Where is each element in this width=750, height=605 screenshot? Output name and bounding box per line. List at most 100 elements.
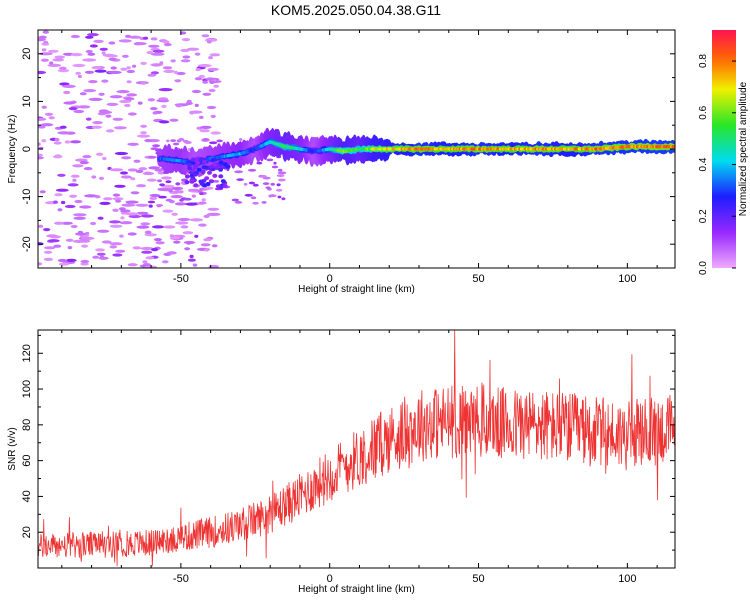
heatmap-cell bbox=[128, 214, 142, 219]
heatmap-cell bbox=[137, 134, 151, 138]
heatmap-cell bbox=[126, 80, 132, 84]
heatmap-cell bbox=[144, 233, 157, 237]
x-axis-label: Height of straight line (km) bbox=[298, 284, 415, 295]
heatmap-cell bbox=[248, 181, 255, 185]
heatmap-cell bbox=[127, 168, 138, 172]
heatmap-cell bbox=[38, 125, 46, 129]
heatmap-cell bbox=[112, 253, 123, 257]
heatmap-cell bbox=[55, 188, 69, 192]
heatmap-cell bbox=[169, 118, 179, 122]
heatmap-cell bbox=[70, 53, 83, 57]
heatmap-cell bbox=[218, 174, 224, 179]
heatmap-cell bbox=[72, 63, 86, 68]
colorbar-tick-label: 0.8 bbox=[698, 54, 709, 68]
heatmap-cell bbox=[118, 207, 126, 211]
heatmap-cell bbox=[58, 262, 70, 266]
heatmap-cell bbox=[170, 59, 176, 63]
heatmap-cell bbox=[85, 35, 94, 39]
heatmap-cell bbox=[210, 157, 216, 162]
heatmap-cell bbox=[271, 165, 279, 169]
heatmap-cell bbox=[144, 139, 153, 143]
heatmap-cell bbox=[225, 164, 231, 169]
heatmap-cell bbox=[53, 200, 58, 204]
heatmap-cell bbox=[182, 231, 194, 235]
heatmap-cell bbox=[216, 139, 223, 143]
heatmap-cell bbox=[99, 201, 111, 205]
heatmap-cell bbox=[82, 155, 92, 159]
heatmap-cell bbox=[57, 208, 63, 212]
heatmap-cell bbox=[90, 221, 97, 226]
heatmap-cell bbox=[120, 216, 125, 220]
heatmap-cell bbox=[38, 153, 44, 157]
heatmap-cell bbox=[208, 56, 214, 60]
heatmap-cell bbox=[135, 203, 149, 207]
heatmap-cell bbox=[70, 174, 80, 178]
heatmap-cell bbox=[183, 197, 192, 201]
y-tick-label: 60 bbox=[21, 455, 33, 467]
y-tick-label: 20 bbox=[21, 526, 33, 538]
heatmap-cell bbox=[122, 54, 129, 58]
heatmap-cell bbox=[185, 101, 193, 105]
heatmap-cell bbox=[96, 252, 106, 256]
heatmap-cell bbox=[101, 51, 106, 55]
heatmap-cell bbox=[130, 177, 136, 181]
heatmap-cell bbox=[99, 47, 108, 51]
heatmap-cell bbox=[161, 104, 167, 108]
y-tick-label: 80 bbox=[21, 419, 33, 431]
heatmap-cell bbox=[276, 183, 281, 187]
heatmap-cell bbox=[59, 82, 70, 86]
heatmap-cell bbox=[161, 176, 172, 180]
heatmap-cell bbox=[73, 216, 86, 220]
heatmap-cell bbox=[140, 214, 154, 218]
heatmap-cell bbox=[52, 155, 63, 159]
heatmap-cell bbox=[193, 172, 198, 177]
heatmap-cell bbox=[97, 216, 104, 220]
heatmap-cell bbox=[247, 168, 257, 172]
heatmap-cell bbox=[41, 139, 47, 143]
heatmap-cell bbox=[194, 52, 201, 56]
heatmap-cell bbox=[266, 158, 274, 162]
heatmap-cell bbox=[192, 263, 198, 267]
x-tick-label: 0 bbox=[327, 273, 333, 285]
chart-title: KOM5.2025.050.04.38.G11 bbox=[271, 2, 441, 18]
heatmap-cell bbox=[256, 161, 263, 165]
heatmap-cell bbox=[200, 170, 206, 175]
heatmap-cell bbox=[268, 194, 277, 198]
heatmap-cell bbox=[63, 90, 71, 95]
heatmap-cell bbox=[140, 222, 151, 226]
heatmap-cell bbox=[119, 221, 133, 225]
x-tick-label: 50 bbox=[472, 573, 484, 585]
heatmap-cell bbox=[265, 186, 271, 190]
heatmap-cell bbox=[202, 80, 209, 84]
heatmap-cell bbox=[115, 199, 122, 203]
heatmap-cell bbox=[218, 184, 224, 189]
heatmap-cell bbox=[52, 58, 64, 62]
heatmap-cell bbox=[209, 53, 221, 57]
heatmap-cell bbox=[57, 69, 70, 73]
heatmap-cell bbox=[151, 63, 162, 67]
heatmap-cell bbox=[173, 142, 180, 146]
heatmap-cell bbox=[114, 126, 127, 130]
heatmap-cell bbox=[173, 70, 178, 74]
heatmap-cell bbox=[57, 131, 71, 135]
heatmap-cell bbox=[165, 180, 172, 184]
heatmap-cell bbox=[46, 234, 58, 238]
heatmap-cell bbox=[79, 205, 92, 209]
heatmap-cell bbox=[212, 173, 218, 178]
x-tick-label: 50 bbox=[472, 273, 484, 285]
heatmap-cell bbox=[202, 138, 210, 142]
heatmap-cell bbox=[106, 129, 115, 133]
heatmap-cell bbox=[234, 201, 243, 204]
snr-series-line bbox=[38, 330, 675, 567]
heatmap-cell bbox=[150, 52, 165, 56]
heatmap-cell bbox=[155, 241, 165, 245]
colorbar-tick-label: 0.0 bbox=[698, 261, 709, 275]
heatmap-cell bbox=[195, 67, 201, 72]
heatmap-cell bbox=[147, 73, 156, 77]
x-tick-label: 100 bbox=[618, 573, 636, 585]
heatmap-cell bbox=[203, 214, 210, 218]
heatmap-cell bbox=[39, 52, 53, 56]
heatmap-cell bbox=[106, 102, 119, 106]
heatmap-cell bbox=[145, 256, 154, 260]
